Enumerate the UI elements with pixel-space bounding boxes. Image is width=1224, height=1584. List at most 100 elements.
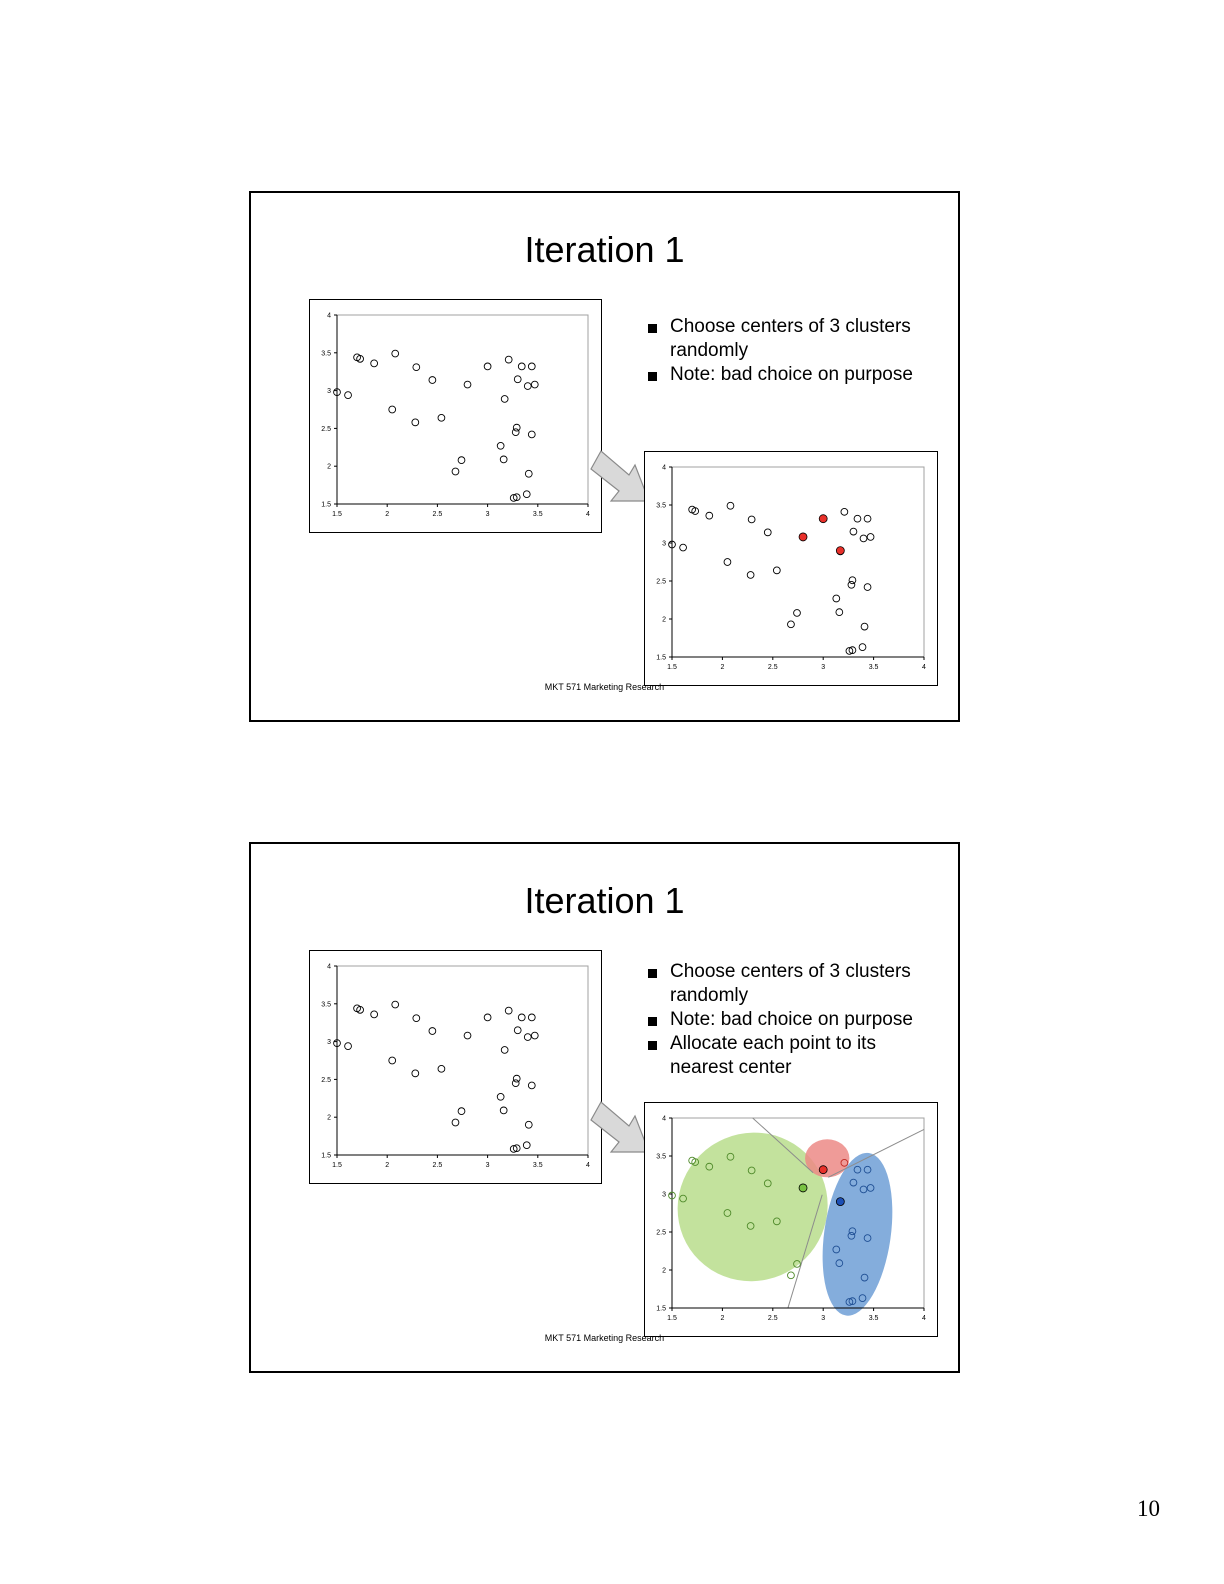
slide-1: Iteration 1 Choose centers of 3 clusters… bbox=[249, 191, 960, 722]
data-point bbox=[723, 1209, 732, 1217]
y-tick-label: 2.5 bbox=[321, 426, 331, 433]
data-point bbox=[483, 1013, 492, 1022]
cluster-region-red bbox=[805, 1139, 850, 1178]
y-tick-label: 2 bbox=[327, 464, 331, 471]
x-tick-label: 1.5 bbox=[332, 511, 342, 518]
data-point bbox=[530, 1031, 539, 1040]
y-tick-label: 3 bbox=[662, 1192, 666, 1199]
y-tick-label: 3 bbox=[327, 388, 331, 395]
y-tick-label: 2 bbox=[662, 617, 666, 624]
data-point bbox=[858, 643, 867, 651]
y-tick-label: 1.5 bbox=[321, 1153, 331, 1160]
x-tick-label: 1.5 bbox=[667, 664, 677, 671]
data-point bbox=[668, 1191, 676, 1200]
data-point bbox=[512, 1074, 521, 1083]
data-point bbox=[333, 1039, 341, 1047]
data-point bbox=[849, 1178, 858, 1187]
data-point bbox=[500, 395, 509, 403]
data-point bbox=[522, 1141, 531, 1150]
x-tick-label: 4 bbox=[586, 1162, 590, 1169]
data-point bbox=[866, 1184, 875, 1192]
data-point bbox=[863, 1234, 872, 1242]
data-point bbox=[512, 493, 521, 502]
data-point bbox=[527, 430, 536, 439]
bullet-item: Choose centers of 3 clusters randomly bbox=[646, 315, 936, 363]
data-point bbox=[496, 441, 505, 450]
data-point bbox=[483, 362, 492, 371]
slide-title: Iteration 1 bbox=[524, 880, 685, 921]
data-point bbox=[463, 1031, 472, 1040]
plot-frame bbox=[336, 965, 589, 1156]
y-tick-label: 3.5 bbox=[321, 1001, 331, 1008]
data-point bbox=[832, 1245, 841, 1254]
data-point bbox=[411, 1069, 420, 1078]
data-point bbox=[513, 375, 522, 384]
y-tick-label: 1.5 bbox=[321, 502, 331, 509]
data-point bbox=[356, 354, 364, 363]
data-point bbox=[391, 349, 400, 358]
y-tick-label: 1.5 bbox=[656, 655, 666, 662]
y-tick-label: 4 bbox=[662, 465, 666, 472]
x-tick-label: 2 bbox=[720, 1315, 724, 1322]
x-tick-label: 2 bbox=[385, 1162, 389, 1169]
x-tick-label: 2.5 bbox=[768, 1315, 778, 1322]
scatter-plot-svg: 1.5 2 2.5 3 3.5 4 1.5 2 2.5 3 3.5 4 bbox=[321, 313, 590, 519]
y-tick-label: 4 bbox=[327, 964, 331, 971]
data-point bbox=[523, 1033, 532, 1041]
data-point bbox=[848, 576, 857, 585]
cluster-center bbox=[798, 532, 808, 542]
scatter-plot-svg: 1.5 2 2.5 3 3.5 4 1.5 2 2.5 3 3.5 4 bbox=[321, 964, 590, 1170]
y-tick-label: 4 bbox=[662, 1116, 666, 1123]
data-point bbox=[747, 515, 756, 524]
data-point bbox=[793, 609, 801, 617]
data-point bbox=[522, 490, 531, 499]
y-tick-label: 2 bbox=[662, 1268, 666, 1275]
data-point bbox=[437, 413, 446, 422]
y-tick-label: 3 bbox=[662, 541, 666, 548]
data-point bbox=[853, 1165, 862, 1174]
slide-footer: MKT 571 Marketing Research bbox=[544, 1333, 665, 1343]
data-point bbox=[356, 1005, 364, 1014]
data-point bbox=[835, 608, 844, 617]
data-point bbox=[513, 1026, 522, 1035]
data-point bbox=[512, 423, 521, 432]
bullet-item: Allocate each point to its nearest cente… bbox=[646, 1032, 936, 1080]
y-tick-label: 3.5 bbox=[656, 1154, 666, 1161]
bullet-item: Choose centers of 3 clusters randomly bbox=[646, 960, 936, 1008]
y-tick-label: 2.5 bbox=[656, 579, 666, 586]
bullet-item: Note: bad choice on purpose bbox=[646, 1008, 936, 1032]
data-point bbox=[509, 494, 518, 502]
data-point bbox=[391, 1000, 400, 1009]
x-tick-label: 3.5 bbox=[869, 1315, 879, 1322]
data-point bbox=[388, 1056, 397, 1065]
data-point bbox=[835, 1259, 844, 1268]
data-point bbox=[705, 1162, 714, 1171]
y-tick-label: 2.5 bbox=[656, 1230, 666, 1237]
data-point bbox=[866, 533, 875, 541]
x-tick-label: 3.5 bbox=[533, 511, 543, 518]
data-point bbox=[793, 1260, 801, 1268]
data-point bbox=[499, 1106, 508, 1115]
data-point bbox=[849, 527, 858, 536]
cluster-center bbox=[798, 1183, 808, 1193]
data-point bbox=[863, 1165, 872, 1174]
data-point bbox=[524, 1120, 533, 1129]
data-point bbox=[530, 380, 539, 389]
x-tick-label: 2.5 bbox=[768, 664, 778, 671]
x-tick-label: 3 bbox=[821, 664, 825, 671]
data-point bbox=[858, 1294, 867, 1302]
data-point bbox=[499, 455, 508, 464]
arrow-icon bbox=[590, 1101, 650, 1153]
data-point bbox=[527, 362, 536, 371]
data-point bbox=[859, 534, 868, 543]
x-tick-label: 3.5 bbox=[533, 1162, 543, 1169]
data-point bbox=[746, 571, 755, 579]
y-tick-label: 3 bbox=[327, 1039, 331, 1046]
cluster-center bbox=[835, 1197, 845, 1206]
data-point bbox=[787, 620, 795, 629]
data-point bbox=[848, 1297, 857, 1306]
data-point bbox=[863, 514, 872, 523]
data-point bbox=[512, 1144, 521, 1153]
x-tick-label: 1.5 bbox=[667, 1315, 677, 1322]
data-point bbox=[772, 1217, 781, 1226]
